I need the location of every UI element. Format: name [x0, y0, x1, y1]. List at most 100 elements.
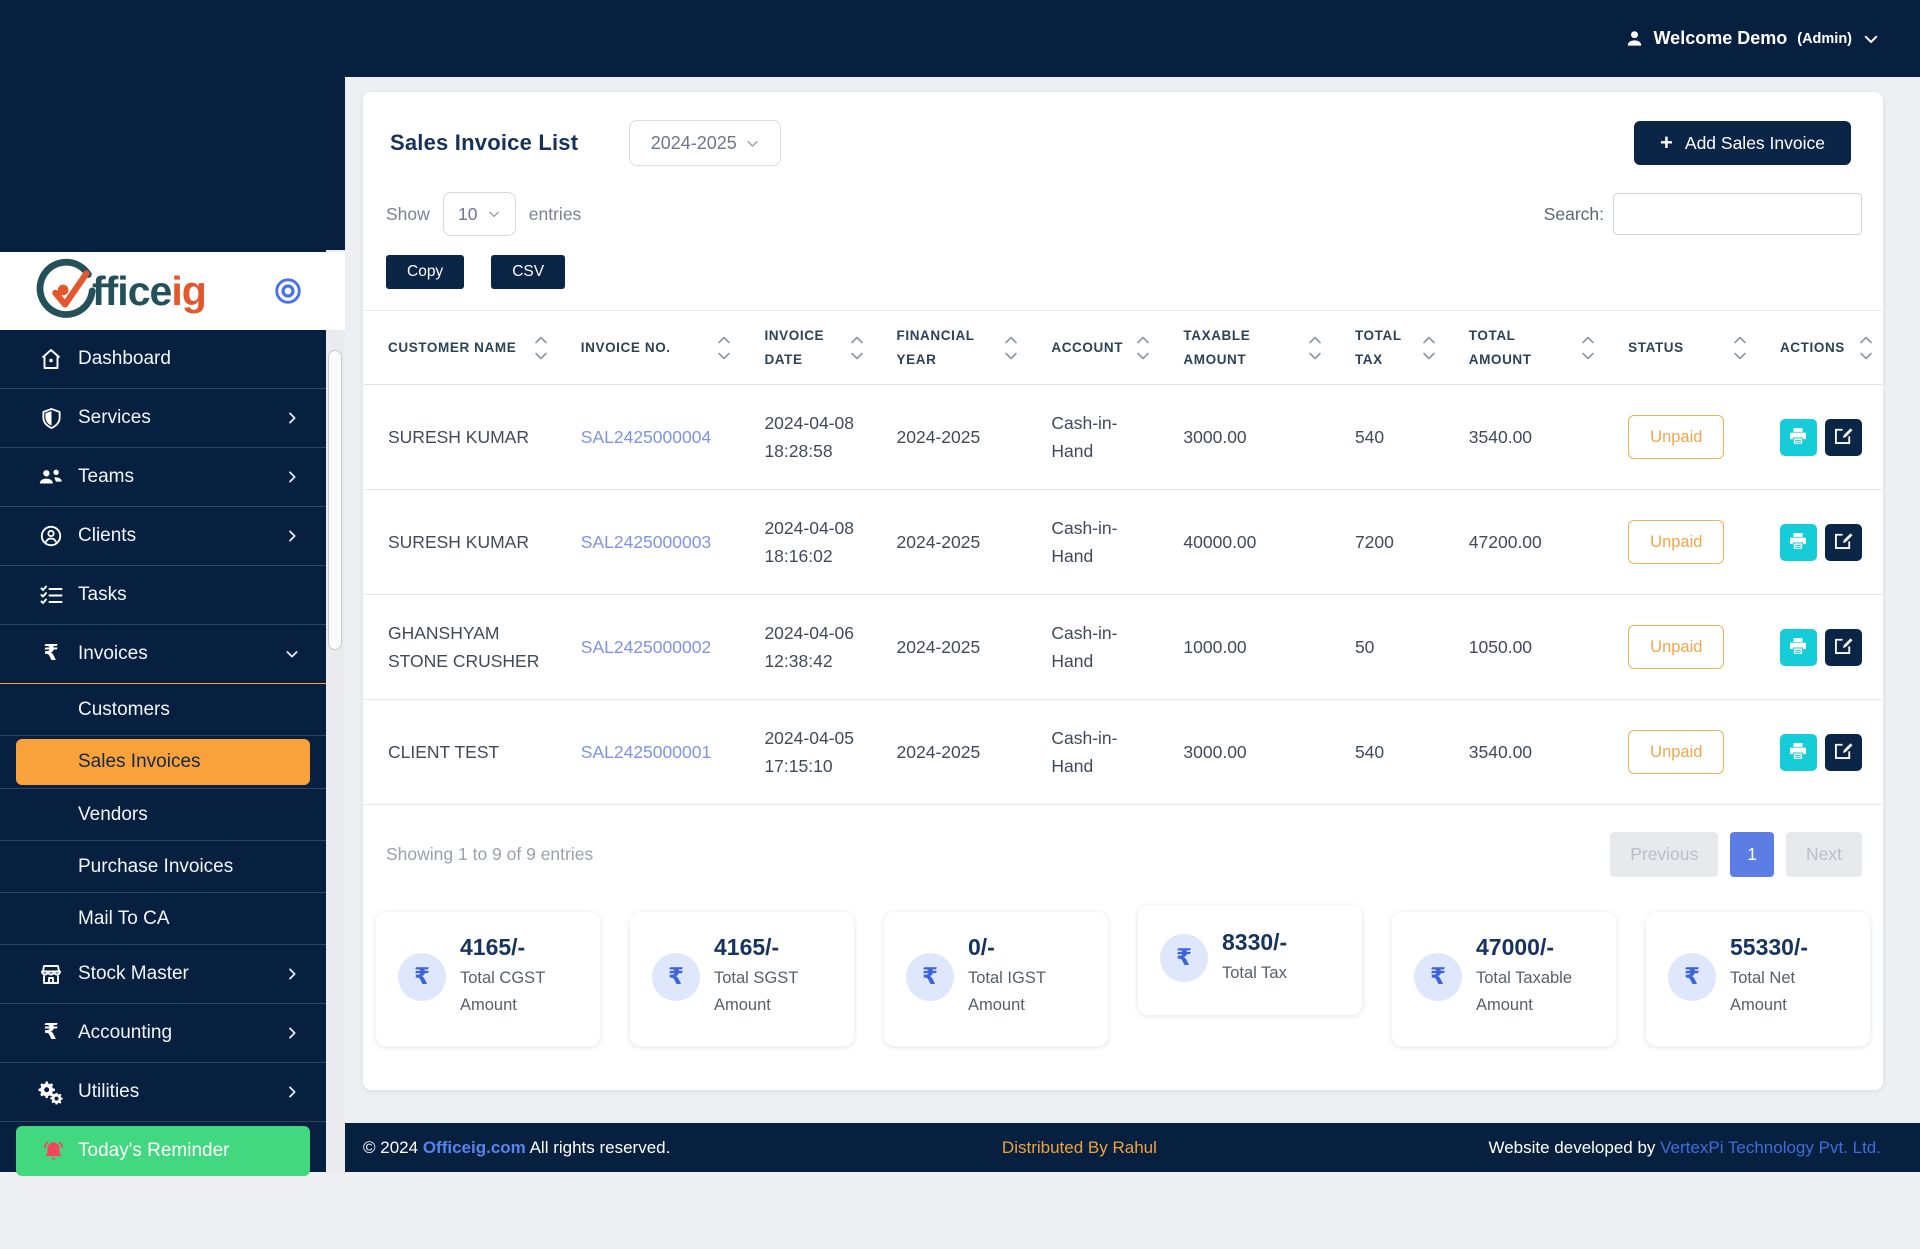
print-button[interactable] — [1779, 628, 1817, 666]
sidebar-item-services[interactable]: Services — [0, 389, 326, 447]
column-header-invoice-no[interactable]: INVOICE NO. — [556, 309, 741, 386]
sidebar-item-customers[interactable]: Customers — [0, 684, 326, 735]
pagination-next-button[interactable]: Next — [1786, 832, 1862, 878]
footer: © 2024 Officeig.com All rights reserved.… — [345, 1123, 1920, 1172]
sidebar-item-vendors[interactable]: Vendors — [0, 789, 326, 840]
invoice-number-link[interactable]: SAL2425000001 — [580, 742, 712, 763]
column-header-total-tax[interactable]: TOTAL TAX — [1330, 309, 1445, 386]
footer-distributed-by[interactable]: Distributed By Rahul — [1001, 1137, 1157, 1157]
print-button[interactable] — [1779, 523, 1817, 561]
print-button[interactable] — [1779, 418, 1817, 456]
sidebar-item-stock-master[interactable]: Stock Master — [0, 945, 326, 1003]
users-icon — [38, 465, 64, 489]
summary-label: Total IGST Amount — [968, 969, 1046, 1015]
chevron-right-icon — [284, 410, 300, 426]
sidebar-row-customers: Customers — [0, 684, 326, 736]
print-icon — [1788, 531, 1808, 554]
total-amount-cell: 47200.00 — [1444, 489, 1605, 596]
sidebar-item-label: Teams — [78, 466, 134, 487]
sort-icons[interactable] — [718, 336, 731, 359]
logo-checkmark-icon — [36, 258, 98, 325]
sidebar: fficeig Dashboard Services Teams Clients Tas… — [0, 0, 345, 1176]
summary-value: 0/- — [968, 934, 995, 961]
sidebar-item-clients[interactable]: Clients — [0, 507, 326, 565]
financial-year-select[interactable]: 2024-2025 — [629, 120, 782, 166]
sidebar-pin-icon[interactable] — [273, 276, 303, 311]
sort-icons[interactable] — [1734, 336, 1746, 359]
invoice-number-link[interactable]: SAL2425000002 — [580, 637, 712, 658]
sidebar-item-mail-to-ca[interactable]: Mail To CA — [0, 893, 326, 944]
store-icon — [38, 962, 64, 986]
sidebar-scrollbar-thumb[interactable] — [328, 350, 342, 650]
invoice-number-link[interactable]: SAL2425000004 — [580, 427, 712, 448]
column-header-total-amount[interactable]: TOTAL AMOUNT — [1444, 309, 1605, 386]
sidebar-item-dashboard[interactable]: Dashboard — [0, 330, 326, 388]
rupee-icon: ₹ — [1160, 934, 1208, 983]
invoice-no-link: SAL2425000002 — [556, 594, 741, 701]
chevron-right-icon — [284, 469, 300, 485]
sort-icons[interactable] — [534, 336, 547, 359]
column-header-actions[interactable]: ACTIONS — [1755, 309, 1882, 386]
pagination-page-1-button[interactable]: 1 — [1730, 832, 1775, 878]
sort-icons[interactable] — [850, 336, 863, 359]
sort-icons[interactable] — [1005, 336, 1018, 359]
gears-icon — [38, 1079, 64, 1105]
sidebar-item-label: Purchase Invoices — [78, 855, 234, 877]
plus-icon: + — [1660, 130, 1673, 155]
financial-year-cell: 2024-2025 — [872, 699, 1028, 806]
sort-icons[interactable] — [1309, 336, 1321, 359]
footer-developer-link[interactable]: VertexPi Technology Pvt. Ltd. — [1660, 1137, 1881, 1157]
total-tax-cell: 7200 — [1330, 489, 1445, 596]
sidebar-item-sales-invoices[interactable]: Sales Invoices — [16, 739, 310, 785]
chevron-right-icon — [284, 528, 300, 544]
edit-button[interactable] — [1824, 628, 1862, 666]
sort-icons[interactable] — [1137, 336, 1150, 359]
financial-year-value: 2024-2025 — [650, 132, 737, 153]
sidebar-item-purchase-invoices[interactable]: Purchase Invoices — [0, 841, 326, 892]
summary-value: 4165/- — [714, 934, 780, 961]
status-cell: Unpaid — [1604, 489, 1756, 596]
sidebar-scrollbar[interactable] — [326, 250, 345, 1172]
sidebar-row-stock-master: Stock Master — [0, 945, 326, 1004]
add-sales-invoice-button[interactable]: + Add Sales Invoice — [1634, 121, 1851, 165]
customer-name-cell: SURESH KUMAR — [364, 384, 557, 491]
sidebar-row-invoices: ₹ Invoices — [0, 625, 326, 684]
copy-button[interactable]: Copy — [386, 255, 465, 289]
footer-brand-link[interactable]: Officeig.com — [422, 1137, 526, 1157]
page-size-select[interactable]: 10 — [442, 192, 516, 236]
print-button[interactable] — [1779, 733, 1817, 771]
edit-button[interactable] — [1824, 523, 1862, 561]
invoice-number-link[interactable]: SAL2425000003 — [580, 532, 712, 553]
financial-year-cell: 2024-2025 — [872, 594, 1028, 701]
search-input[interactable] — [1613, 193, 1862, 235]
column-header-account[interactable]: ACCOUNT — [1027, 309, 1160, 386]
sort-icons[interactable] — [1582, 336, 1594, 359]
column-header-invoice-date[interactable]: INVOICE DATE — [740, 309, 873, 386]
logo[interactable]: fficeig — [0, 252, 345, 330]
csv-button[interactable]: CSV — [491, 255, 566, 289]
user-menu[interactable]: Welcome Demo (Admin) — [1625, 0, 1880, 77]
pagination-previous-button[interactable]: Previous — [1610, 832, 1719, 878]
sidebar-item-label: Invoices — [78, 643, 148, 664]
table-row: SURESH KUMAR SAL2425000003 2024-04-08 18:1… — [364, 489, 1882, 596]
column-header-status[interactable]: STATUS — [1604, 309, 1756, 386]
column-header-taxable-amount[interactable]: TAXABLE AMOUNT — [1159, 309, 1331, 386]
total-amount-cell: 3540.00 — [1444, 699, 1605, 806]
sidebar-item-utilities[interactable]: Utilities — [0, 1063, 326, 1121]
column-header-financial-year[interactable]: FINANCIAL YEAR — [872, 309, 1028, 386]
edit-button[interactable] — [1824, 418, 1862, 456]
summary-label: Total CGST Amount — [460, 969, 545, 1015]
sidebar-item-invoices[interactable]: ₹ Invoices — [0, 625, 326, 683]
status-badge: Unpaid — [1628, 520, 1725, 565]
edit-button[interactable] — [1824, 733, 1862, 771]
sort-icons[interactable] — [1860, 336, 1872, 359]
sidebar-row-dashboard: Dashboard — [0, 330, 326, 389]
sidebar-item-accounting[interactable]: ₹ Accounting — [0, 1004, 326, 1062]
rupee-icon: ₹ — [1668, 952, 1716, 1001]
column-header-customer-name[interactable]: CUSTOMER NAME — [364, 309, 557, 386]
sidebar-item-tasks[interactable]: Tasks — [0, 566, 326, 624]
sort-icons[interactable] — [1422, 336, 1435, 359]
sidebar-item-label: Customers — [78, 698, 170, 720]
sidebar-item-todays-reminder[interactable]: Today's Reminder — [16, 1126, 310, 1176]
sidebar-item-teams[interactable]: Teams — [0, 448, 326, 506]
